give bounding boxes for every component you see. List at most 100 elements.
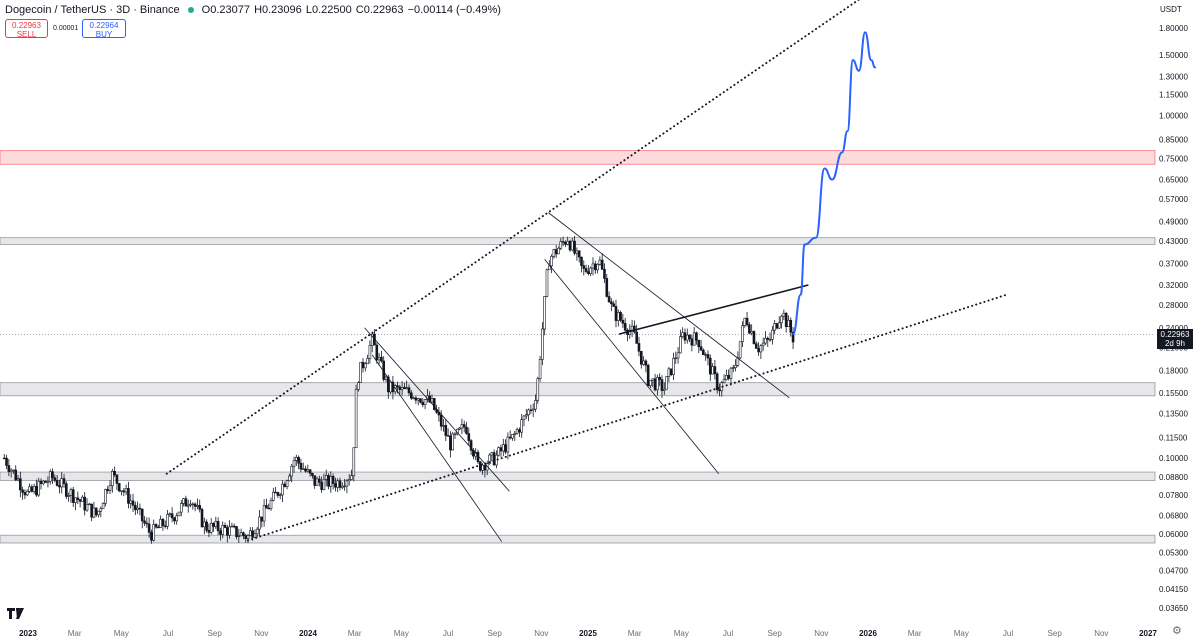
candle-71: [166, 510, 169, 530]
candle-body: [32, 486, 36, 492]
candle-202: [467, 427, 471, 446]
candle-body: [561, 241, 565, 243]
candle-250: [577, 250, 581, 263]
candle-body: [451, 433, 454, 451]
candle-body: [161, 518, 165, 527]
candle-120: [278, 492, 282, 500]
candle-body: [267, 507, 271, 510]
time-tick-label: Sep: [1048, 629, 1063, 638]
candle-body: [308, 469, 312, 474]
candle-body: [690, 338, 694, 346]
candle-233: [538, 355, 542, 382]
candle-body: [580, 256, 583, 266]
candle-body: [90, 503, 93, 518]
candle-273: [630, 319, 634, 337]
candle-68: [159, 515, 162, 528]
candle-242: [559, 237, 563, 251]
candle-308: [711, 363, 714, 375]
candle-body: [400, 386, 404, 390]
sell-button[interactable]: 0.22963 SELL: [5, 19, 48, 39]
candle-264: [610, 298, 613, 312]
candle-body: [725, 375, 728, 380]
candle-45: [106, 485, 110, 494]
candle-body: [214, 521, 218, 527]
time-tick-label: Nov: [1094, 629, 1108, 638]
candle-275: [635, 324, 638, 344]
candle-body: [713, 366, 717, 375]
candle-279: [644, 359, 648, 373]
candle-body: [361, 361, 365, 369]
candle-body: [327, 475, 330, 487]
candle-46: [108, 480, 112, 495]
candle-139: [322, 473, 326, 491]
buy-button[interactable]: 0.22964 BUY: [82, 19, 126, 39]
candle-body: [635, 331, 638, 344]
candle-239: [552, 248, 556, 259]
projection-path: [792, 31, 877, 336]
time-tick-label: 2023: [19, 629, 37, 638]
candle-280: [646, 363, 650, 387]
candle-body: [258, 516, 261, 530]
candle-body: [120, 490, 123, 492]
candle-body: [111, 470, 114, 486]
price-axis[interactable]: 1.80000 1.50000 1.30000 1.15000 1.00000 0.850…: [1159, 24, 1188, 613]
candle-78: [182, 497, 185, 507]
candle-48: [113, 466, 116, 477]
candle-body: [715, 373, 719, 391]
candle-body: [260, 516, 264, 522]
candle-body: [660, 379, 664, 391]
candle-body: [244, 535, 248, 539]
candle-body: [154, 524, 158, 528]
candle-body: [322, 478, 326, 490]
candle-body: [14, 469, 18, 481]
candle-body: [7, 465, 11, 472]
candle-body: [297, 457, 300, 464]
trendline-0: [165, 0, 861, 475]
candle-body: [67, 495, 70, 497]
candle-343: [791, 327, 795, 350]
zone-0: [0, 150, 1156, 165]
candle-body: [352, 447, 356, 477]
candle-8: [21, 486, 24, 500]
candle-254: [587, 265, 590, 276]
time-axis[interactable]: 2023 Mar May Jul Sep Nov 2024 Mar May Jul Sep Nov 20…: [19, 629, 1157, 638]
candle-219: [506, 432, 510, 460]
candle-127: [295, 454, 298, 466]
candle-body: [444, 425, 448, 436]
close-value: C0.22963: [355, 4, 404, 16]
candle-body: [639, 350, 643, 365]
candle-54: [127, 481, 130, 509]
candle-157: [364, 361, 367, 372]
candle-body: [681, 332, 684, 337]
candle-body: [787, 319, 790, 327]
candle-304: [702, 348, 705, 356]
candle-234: [541, 322, 544, 366]
candle-body: [552, 249, 556, 257]
symbol-title[interactable]: Dogecoin / TetherUS · 3D · Binance: [5, 4, 180, 16]
candle-122: [283, 481, 287, 488]
time-tick-label: May: [954, 629, 969, 638]
settings-gear-icon[interactable]: ⚙: [1172, 625, 1182, 637]
price-tick-label: 0.15500: [1159, 389, 1188, 398]
candle-body: [290, 465, 294, 477]
candle-65: [152, 519, 156, 542]
candle-body: [106, 489, 110, 491]
candle-331: [764, 331, 767, 345]
candle-body: [113, 470, 116, 476]
candle-224: [518, 427, 521, 438]
candle-23: [55, 474, 59, 487]
candle-154: [357, 381, 360, 392]
candle-150: [347, 474, 351, 486]
candle-91: [212, 522, 215, 532]
time-tick-label: Nov: [814, 629, 828, 638]
candle-body: [754, 343, 758, 349]
candle-body: [685, 334, 689, 341]
last-price-badge: 0.22963 2d 9h: [1157, 329, 1193, 349]
tradingview-logo-icon[interactable]: [7, 606, 27, 620]
candle-85: [198, 499, 202, 513]
candle-199: [460, 418, 464, 435]
candle-body: [584, 268, 588, 272]
candle-35: [83, 491, 87, 516]
currency-label[interactable]: USDT: [1160, 5, 1182, 14]
